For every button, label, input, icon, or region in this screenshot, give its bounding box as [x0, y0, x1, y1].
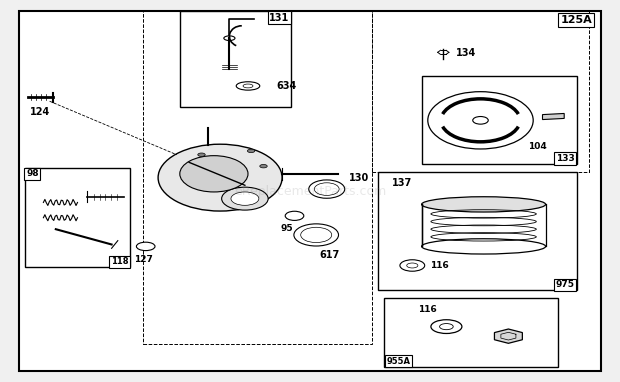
Ellipse shape: [136, 242, 155, 251]
Ellipse shape: [472, 117, 489, 124]
Ellipse shape: [180, 155, 248, 192]
Ellipse shape: [236, 82, 260, 90]
Text: 124: 124: [30, 107, 50, 117]
Text: 137: 137: [392, 178, 412, 188]
Ellipse shape: [431, 320, 462, 333]
Text: 98: 98: [26, 169, 38, 178]
Text: eReplacementParts.com: eReplacementParts.com: [234, 185, 386, 197]
Text: 118: 118: [111, 257, 128, 266]
Ellipse shape: [294, 224, 339, 246]
Text: 104: 104: [528, 142, 547, 151]
Bar: [372, 11, 589, 172]
Text: 127: 127: [135, 255, 153, 264]
Bar: [180, 11, 291, 107]
Bar: [378, 172, 577, 290]
Text: 125A: 125A: [560, 15, 592, 25]
Ellipse shape: [158, 144, 282, 211]
Text: 116: 116: [430, 261, 448, 270]
Ellipse shape: [231, 192, 259, 205]
Text: 133: 133: [556, 154, 575, 163]
Ellipse shape: [247, 149, 255, 153]
Ellipse shape: [301, 227, 332, 243]
Text: 131: 131: [269, 13, 290, 23]
Text: 116: 116: [418, 305, 437, 314]
Ellipse shape: [309, 180, 345, 198]
Ellipse shape: [407, 263, 418, 268]
Bar: [422, 76, 577, 164]
Text: 955A: 955A: [386, 356, 410, 366]
Polygon shape: [494, 329, 523, 343]
Text: 975: 975: [556, 280, 575, 289]
Ellipse shape: [222, 187, 268, 210]
Ellipse shape: [243, 84, 253, 88]
Bar: [143, 11, 372, 344]
Ellipse shape: [285, 211, 304, 220]
Text: 134: 134: [456, 49, 476, 58]
Ellipse shape: [440, 324, 453, 330]
Bar: [384, 298, 558, 367]
Ellipse shape: [260, 164, 267, 168]
Text: 634: 634: [276, 81, 296, 91]
Text: 617: 617: [319, 250, 340, 260]
Text: 95: 95: [280, 224, 293, 233]
Bar: [25, 168, 130, 267]
Ellipse shape: [422, 197, 546, 212]
Ellipse shape: [198, 153, 205, 157]
Ellipse shape: [314, 183, 339, 195]
Polygon shape: [542, 113, 564, 120]
Ellipse shape: [422, 239, 546, 254]
Text: 130: 130: [348, 173, 369, 183]
Ellipse shape: [224, 36, 235, 40]
Ellipse shape: [400, 260, 425, 271]
